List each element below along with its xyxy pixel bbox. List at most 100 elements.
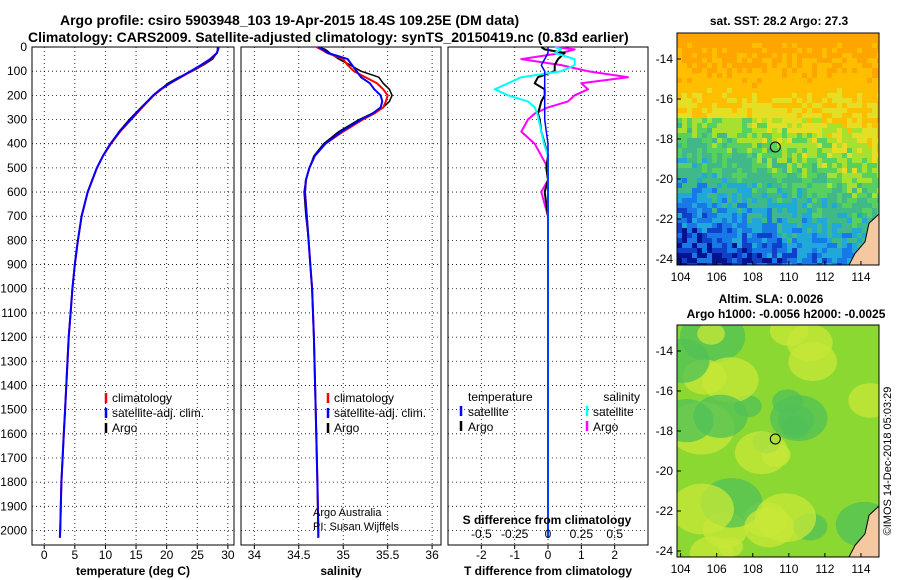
sst-map-cell xyxy=(822,128,828,134)
sst-map-cell xyxy=(757,258,763,264)
sst-map-cell xyxy=(677,48,683,54)
sst-map-cell xyxy=(767,43,773,49)
sst-map-cell xyxy=(707,153,713,159)
sst-map-cell xyxy=(867,103,873,109)
sst-map-cell xyxy=(687,213,693,219)
depth-tick-label-14: 1400 xyxy=(0,378,27,392)
sst-map-cell xyxy=(747,253,753,259)
sst-map-cell xyxy=(677,73,683,79)
sst-map-cell xyxy=(827,98,833,104)
sst-map-cell xyxy=(847,163,853,169)
imos-credit: ©IMOS 14-Dec-2018 05:03:29 xyxy=(882,387,894,536)
temperature-legend-label-2: Argo xyxy=(112,421,138,435)
sst-map-cell xyxy=(817,223,823,229)
sst-map-cell xyxy=(757,38,763,44)
sst-map-cell xyxy=(727,98,733,104)
sst-map-cell xyxy=(712,163,718,169)
sst-map-cell xyxy=(697,163,703,169)
sst-map-cell xyxy=(837,98,843,104)
sst-map-cell xyxy=(692,48,698,54)
sst-map-cell xyxy=(842,153,848,159)
sst-map-cell xyxy=(702,78,708,84)
sst-map-cell xyxy=(792,38,798,44)
sst-map-cell xyxy=(812,228,818,234)
sst-map-cell xyxy=(787,168,793,174)
sst-map-cell xyxy=(807,83,813,89)
sst-map-cell xyxy=(717,243,723,249)
sst-map-cell xyxy=(717,183,723,189)
sst-map-cell xyxy=(712,73,718,79)
sst-map-cell xyxy=(722,108,728,114)
sst-map-cell xyxy=(847,253,853,259)
sst-map-cell xyxy=(862,218,868,224)
sst-map-cell xyxy=(842,238,848,244)
sst-map-cell xyxy=(717,68,723,74)
sst-map-cell xyxy=(872,158,878,164)
sst-map-cell xyxy=(852,93,858,99)
sst-map-cell xyxy=(817,138,823,144)
sst-map-cell xyxy=(797,258,803,264)
sst-map-cell xyxy=(797,128,803,134)
sst-map-cell xyxy=(802,228,808,234)
sst-map-cell xyxy=(837,178,843,184)
sst-map-cell xyxy=(722,133,728,139)
sst-map-cell xyxy=(837,33,843,39)
sst-map-cell xyxy=(832,43,838,49)
sst-map-cell xyxy=(862,33,868,39)
depth-tick-label-5: 500 xyxy=(7,161,27,175)
sst-map-cell xyxy=(722,163,728,169)
sla-map-blob xyxy=(697,325,725,345)
sst-map-cell xyxy=(742,188,748,194)
sst-map-cell xyxy=(752,158,758,164)
sst-map-cell xyxy=(807,33,813,39)
sst-map-cell xyxy=(742,233,748,239)
sst-map-cell xyxy=(752,98,758,104)
sst-map-cell xyxy=(722,103,728,109)
salinity-panel-frame xyxy=(240,46,442,546)
sst-map-cell xyxy=(842,43,848,49)
sst-map-cell xyxy=(692,213,698,219)
sst-map-cell xyxy=(857,238,863,244)
sst-map-cell xyxy=(837,183,843,189)
sst-map-cell xyxy=(747,223,753,229)
sst-map-cell xyxy=(717,93,723,99)
sst-map-cell xyxy=(737,78,743,84)
sst-map-cell xyxy=(862,163,868,169)
sst-map-cell xyxy=(742,63,748,69)
sst-map-cell xyxy=(857,183,863,189)
sst-map-cell xyxy=(827,103,833,109)
sst-map-cell xyxy=(727,38,733,44)
sst-map-cell xyxy=(782,133,788,139)
sst-map-cell xyxy=(737,33,743,39)
sst-map-cell xyxy=(702,98,708,104)
sst-map-cell xyxy=(737,183,743,189)
sst-map-cell xyxy=(807,73,813,79)
sst-map-cell xyxy=(682,103,688,109)
sst-map-cell xyxy=(732,258,738,264)
sst-map-cell xyxy=(777,93,783,99)
sst-map-cell xyxy=(862,183,868,189)
sst-map-cell xyxy=(732,98,738,104)
sst-map-cell xyxy=(787,263,793,265)
sst-map-cell xyxy=(847,73,853,79)
sst-map-cell xyxy=(677,243,683,249)
sst-map-cell xyxy=(742,58,748,64)
sst-map-cell xyxy=(692,203,698,209)
sst-map-cell xyxy=(702,233,708,239)
sst-map-cell xyxy=(737,63,743,69)
sst-map-cell xyxy=(787,133,793,139)
sst-map-cell xyxy=(787,128,793,134)
sst-map-cell xyxy=(877,88,879,94)
sst-map-cell xyxy=(802,153,808,159)
sst-map-cell xyxy=(717,128,723,134)
sst-map-cell xyxy=(712,228,718,234)
sst-map-cell xyxy=(737,163,743,169)
sst-map-cell xyxy=(852,163,858,169)
sst-map-cell xyxy=(817,153,823,159)
sst-map-cell xyxy=(687,138,693,144)
sst-map-cell xyxy=(817,243,823,249)
sst-map-cell xyxy=(677,203,683,209)
sst-map-cell xyxy=(702,148,708,154)
sst-map-cell xyxy=(827,33,833,39)
sst-map-cell xyxy=(817,188,823,194)
